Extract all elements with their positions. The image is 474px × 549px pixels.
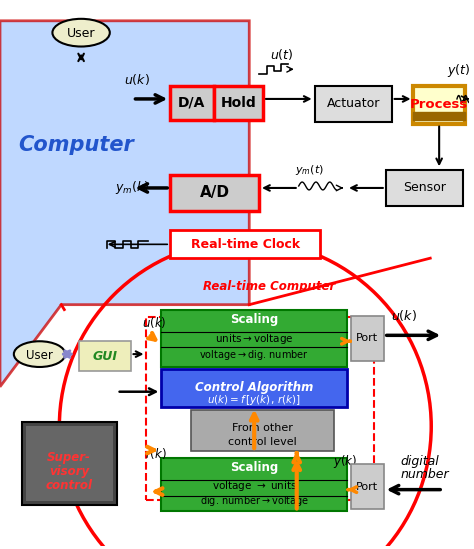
Ellipse shape: [14, 341, 65, 367]
Text: $y_m(t)$: $y_m(t)$: [295, 163, 324, 177]
Text: Scaling: Scaling: [230, 313, 278, 326]
Bar: [413, 112, 465, 120]
Bar: [386, 170, 463, 206]
Bar: [79, 341, 130, 371]
Text: GUI: GUI: [92, 350, 118, 362]
Text: User: User: [26, 349, 53, 362]
Text: units$\rightarrow$voltage: units$\rightarrow$voltage: [215, 332, 293, 346]
Bar: [170, 231, 320, 258]
Text: Real-time Clock: Real-time Clock: [191, 238, 300, 251]
Bar: [26, 427, 113, 501]
Text: $u(k)$: $u(k)$: [124, 72, 149, 87]
Bar: [214, 86, 263, 120]
Text: $u(t)$: $u(t)$: [270, 47, 294, 63]
Text: $y(k)$: $y(k)$: [333, 453, 357, 470]
Text: Control Algorithm: Control Algorithm: [195, 381, 313, 394]
Text: $u(k)$: $u(k)$: [142, 316, 167, 330]
Bar: [161, 458, 347, 511]
Text: Real-time Computer: Real-time Computer: [203, 280, 335, 293]
Bar: [191, 410, 334, 451]
Text: User: User: [67, 27, 95, 40]
Bar: [22, 422, 117, 506]
Text: visory: visory: [49, 466, 89, 478]
Bar: [413, 86, 465, 124]
Text: Super-: Super-: [47, 451, 91, 464]
Bar: [170, 175, 259, 211]
Text: Port: Port: [356, 481, 378, 492]
Text: Port: Port: [356, 333, 378, 343]
Bar: [161, 369, 347, 407]
Text: From other: From other: [232, 423, 292, 433]
Bar: [351, 464, 384, 509]
Text: Actuator: Actuator: [327, 97, 380, 110]
Bar: [146, 317, 374, 500]
Text: number: number: [401, 468, 449, 481]
Text: control: control: [46, 479, 93, 492]
Text: $u(k)$: $u(k)$: [391, 307, 417, 322]
Bar: [170, 86, 214, 120]
Text: voltage $\rightarrow$ units: voltage $\rightarrow$ units: [211, 479, 297, 492]
Text: control level: control level: [228, 437, 296, 447]
Text: $y(t)$: $y(t)$: [447, 62, 470, 79]
Text: Scaling: Scaling: [230, 461, 278, 474]
Ellipse shape: [53, 19, 110, 47]
Text: A/D: A/D: [200, 186, 229, 200]
Text: Computer: Computer: [18, 136, 134, 155]
Text: $r(k)$: $r(k)$: [146, 446, 167, 461]
Text: dig. number$\rightarrow$voltage: dig. number$\rightarrow$voltage: [200, 494, 309, 507]
Polygon shape: [0, 21, 249, 386]
Text: Sensor: Sensor: [403, 182, 446, 194]
Bar: [161, 310, 347, 367]
Bar: [315, 86, 392, 122]
Text: voltage$\rightarrow$dig. number: voltage$\rightarrow$dig. number: [199, 348, 309, 362]
Text: $u(k) = f\,[y(k),\,r(k)]$: $u(k) = f\,[y(k),\,r(k)]$: [207, 393, 301, 407]
Text: digital: digital: [401, 455, 439, 468]
Text: D/A: D/A: [178, 96, 206, 110]
Text: Hold: Hold: [220, 96, 256, 110]
Text: $y_m(k)$: $y_m(k)$: [115, 179, 149, 196]
Text: Process: Process: [410, 98, 468, 111]
Bar: [351, 316, 384, 361]
